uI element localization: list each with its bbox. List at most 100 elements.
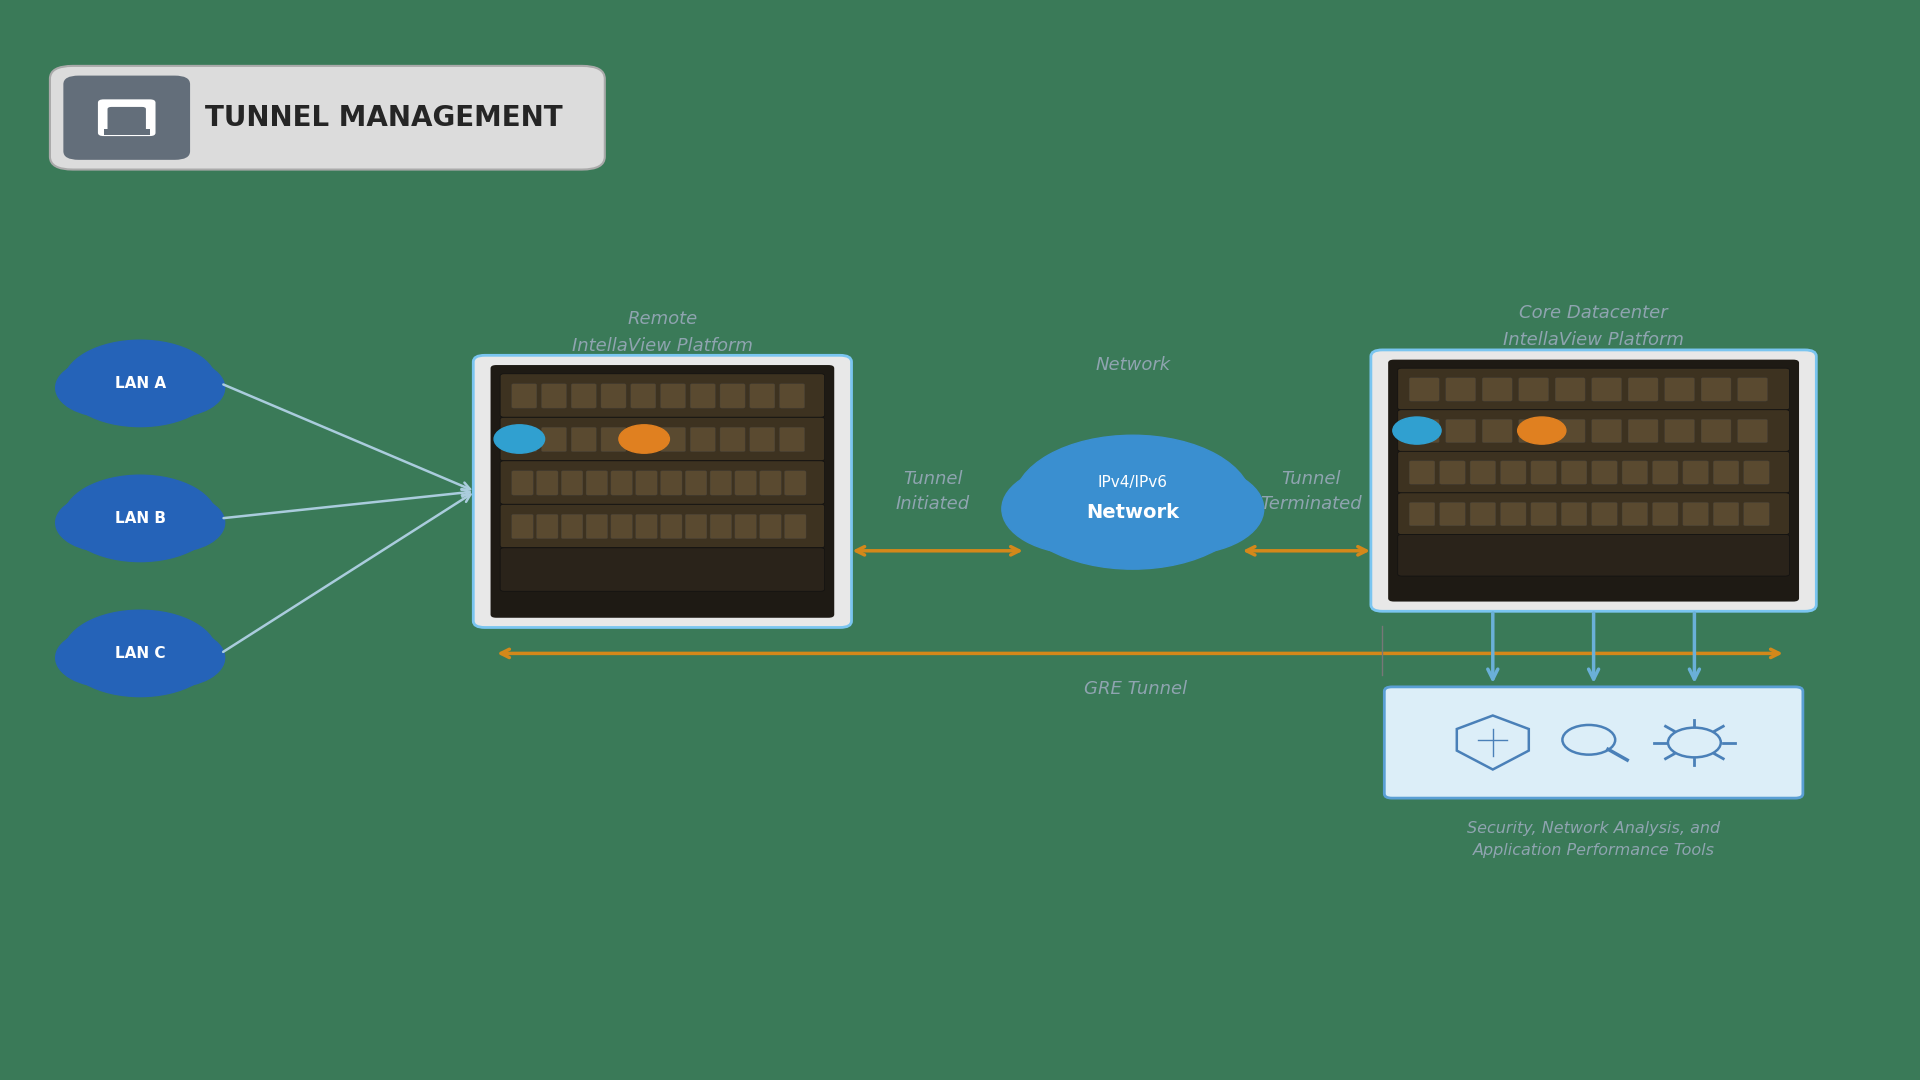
FancyBboxPatch shape: [511, 383, 538, 408]
FancyBboxPatch shape: [1384, 687, 1803, 798]
FancyBboxPatch shape: [760, 514, 781, 539]
Circle shape: [121, 359, 225, 417]
FancyBboxPatch shape: [630, 383, 657, 408]
FancyBboxPatch shape: [1628, 378, 1659, 401]
FancyBboxPatch shape: [720, 428, 745, 451]
Circle shape: [121, 629, 225, 687]
Circle shape: [113, 482, 194, 527]
Circle shape: [92, 503, 188, 557]
FancyBboxPatch shape: [572, 428, 597, 451]
FancyBboxPatch shape: [511, 471, 534, 495]
FancyBboxPatch shape: [1471, 461, 1496, 484]
FancyBboxPatch shape: [601, 428, 626, 451]
FancyBboxPatch shape: [630, 428, 657, 451]
FancyBboxPatch shape: [511, 428, 538, 451]
FancyBboxPatch shape: [1653, 502, 1678, 526]
FancyBboxPatch shape: [785, 471, 806, 495]
FancyBboxPatch shape: [1371, 350, 1816, 611]
FancyBboxPatch shape: [499, 504, 826, 548]
FancyBboxPatch shape: [611, 471, 632, 495]
FancyBboxPatch shape: [1653, 461, 1678, 484]
FancyBboxPatch shape: [1409, 378, 1440, 401]
FancyBboxPatch shape: [1738, 419, 1768, 443]
FancyBboxPatch shape: [1561, 461, 1586, 484]
FancyBboxPatch shape: [1561, 502, 1586, 526]
FancyBboxPatch shape: [611, 514, 632, 539]
FancyBboxPatch shape: [1701, 378, 1732, 401]
FancyBboxPatch shape: [735, 514, 756, 539]
FancyBboxPatch shape: [1388, 360, 1799, 602]
Circle shape: [56, 629, 159, 687]
Text: IPv4/IPv6: IPv4/IPv6: [1098, 475, 1167, 490]
Text: Network: Network: [1087, 503, 1179, 523]
FancyBboxPatch shape: [104, 129, 150, 135]
FancyBboxPatch shape: [1482, 419, 1513, 443]
FancyBboxPatch shape: [780, 428, 804, 451]
FancyBboxPatch shape: [1501, 502, 1526, 526]
FancyBboxPatch shape: [660, 471, 682, 495]
FancyBboxPatch shape: [749, 383, 776, 408]
Circle shape: [113, 347, 194, 392]
Text: Remote: Remote: [628, 310, 697, 327]
FancyBboxPatch shape: [660, 383, 685, 408]
FancyBboxPatch shape: [1440, 502, 1465, 526]
FancyBboxPatch shape: [685, 514, 707, 539]
FancyBboxPatch shape: [586, 471, 607, 495]
FancyBboxPatch shape: [1446, 419, 1476, 443]
Circle shape: [113, 617, 194, 662]
FancyBboxPatch shape: [1592, 502, 1617, 526]
FancyBboxPatch shape: [541, 383, 566, 408]
Circle shape: [86, 482, 167, 527]
Circle shape: [618, 424, 670, 454]
FancyBboxPatch shape: [660, 514, 682, 539]
FancyBboxPatch shape: [685, 471, 707, 495]
FancyBboxPatch shape: [1398, 368, 1789, 409]
Circle shape: [56, 359, 159, 417]
Circle shape: [1092, 446, 1215, 515]
FancyBboxPatch shape: [1482, 378, 1513, 401]
FancyBboxPatch shape: [1592, 461, 1617, 484]
FancyBboxPatch shape: [760, 471, 781, 495]
FancyBboxPatch shape: [1665, 378, 1695, 401]
FancyBboxPatch shape: [1628, 419, 1659, 443]
FancyBboxPatch shape: [720, 383, 745, 408]
FancyBboxPatch shape: [1555, 419, 1586, 443]
Text: Tunnel
Terminated: Tunnel Terminated: [1260, 470, 1361, 513]
Circle shape: [1517, 417, 1567, 444]
FancyBboxPatch shape: [499, 461, 826, 504]
FancyBboxPatch shape: [749, 428, 776, 451]
FancyBboxPatch shape: [1519, 378, 1549, 401]
FancyBboxPatch shape: [636, 514, 657, 539]
FancyBboxPatch shape: [108, 107, 146, 135]
FancyBboxPatch shape: [490, 365, 833, 618]
Text: LAN B: LAN B: [115, 511, 165, 526]
FancyBboxPatch shape: [1409, 502, 1434, 526]
Text: Security, Network Analysis, and
Application Performance Tools: Security, Network Analysis, and Applicat…: [1467, 821, 1720, 858]
Circle shape: [86, 347, 167, 392]
Circle shape: [493, 424, 545, 454]
Circle shape: [1002, 463, 1164, 554]
Circle shape: [1050, 446, 1173, 515]
FancyBboxPatch shape: [499, 417, 826, 461]
Circle shape: [86, 617, 167, 662]
FancyBboxPatch shape: [1398, 535, 1789, 576]
FancyBboxPatch shape: [1665, 419, 1695, 443]
FancyBboxPatch shape: [50, 66, 605, 170]
FancyBboxPatch shape: [710, 514, 732, 539]
Text: LAN A: LAN A: [115, 376, 165, 391]
FancyBboxPatch shape: [499, 374, 826, 417]
FancyBboxPatch shape: [63, 76, 190, 160]
FancyBboxPatch shape: [1682, 502, 1709, 526]
FancyBboxPatch shape: [1530, 461, 1557, 484]
Circle shape: [1060, 480, 1206, 563]
FancyBboxPatch shape: [1592, 378, 1622, 401]
Circle shape: [63, 340, 217, 427]
Circle shape: [1014, 435, 1252, 569]
Circle shape: [92, 638, 188, 692]
FancyBboxPatch shape: [1738, 378, 1768, 401]
FancyBboxPatch shape: [689, 383, 716, 408]
FancyBboxPatch shape: [1743, 502, 1768, 526]
FancyBboxPatch shape: [1519, 419, 1549, 443]
Text: Tunnel
Initiated: Tunnel Initiated: [897, 470, 970, 513]
FancyBboxPatch shape: [689, 428, 716, 451]
